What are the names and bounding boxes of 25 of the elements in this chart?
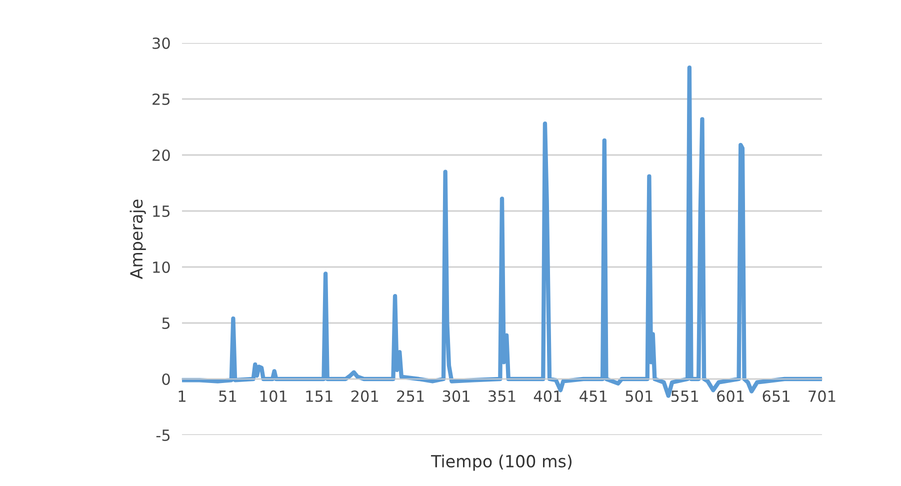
y-tick-label: -5 bbox=[156, 430, 170, 442]
y-tick-label: 25 bbox=[152, 93, 170, 106]
x-tick-label: 51 bbox=[219, 390, 236, 402]
x-tick-label: 551 bbox=[671, 390, 698, 402]
y-tick-label: 5 bbox=[162, 318, 170, 330]
x-tick-label: 351 bbox=[488, 390, 516, 402]
x-tick-label: 601 bbox=[717, 390, 744, 402]
x-tick-label: 201 bbox=[351, 390, 378, 402]
y-tick-label: 20 bbox=[152, 149, 170, 162]
x-tick-label: 651 bbox=[762, 390, 790, 402]
x-tick-label: 1 bbox=[178, 390, 186, 402]
x-tick-label: 151 bbox=[306, 390, 332, 402]
x-tick-label: 451 bbox=[580, 390, 607, 402]
y-tick-label: 0 bbox=[162, 373, 170, 386]
x-tick-label: 701 bbox=[808, 390, 836, 402]
x-tick-label: 401 bbox=[534, 390, 561, 402]
y-tick-label: 15 bbox=[153, 206, 170, 218]
y-tick-label: 10 bbox=[153, 261, 170, 274]
y-tick-label: 30 bbox=[152, 37, 170, 50]
x-tick-label: 251 bbox=[397, 390, 424, 402]
x-tick-label: 101 bbox=[260, 390, 287, 402]
x-axis-title: Tiempo (100 ms) bbox=[431, 454, 572, 471]
x-tick-label: 301 bbox=[442, 390, 470, 402]
y-axis-title: Amperaje bbox=[130, 200, 146, 280]
x-tick-label: 501 bbox=[626, 390, 652, 402]
